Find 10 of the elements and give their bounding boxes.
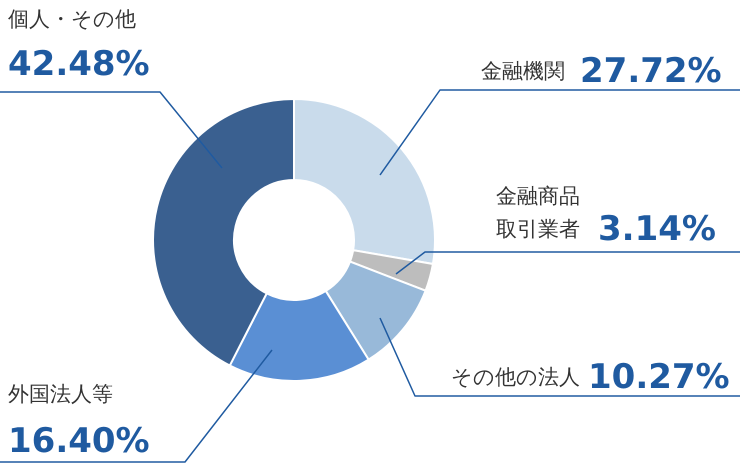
- data-label: 16.40%: [8, 421, 150, 461]
- slice-label: 外国法人等: [8, 382, 113, 406]
- data-label: 3.14%: [598, 209, 716, 249]
- data-label: 42.48%: [8, 44, 150, 84]
- data-label: 10.27%: [588, 357, 730, 397]
- slice-label: 個人・その他: [8, 7, 136, 31]
- slice-label: 金融商品取引業者: [496, 184, 580, 241]
- data-label: 27.72%: [580, 51, 722, 91]
- slice-label: その他の法人: [451, 365, 580, 389]
- slice-label: 金融機関: [481, 59, 565, 83]
